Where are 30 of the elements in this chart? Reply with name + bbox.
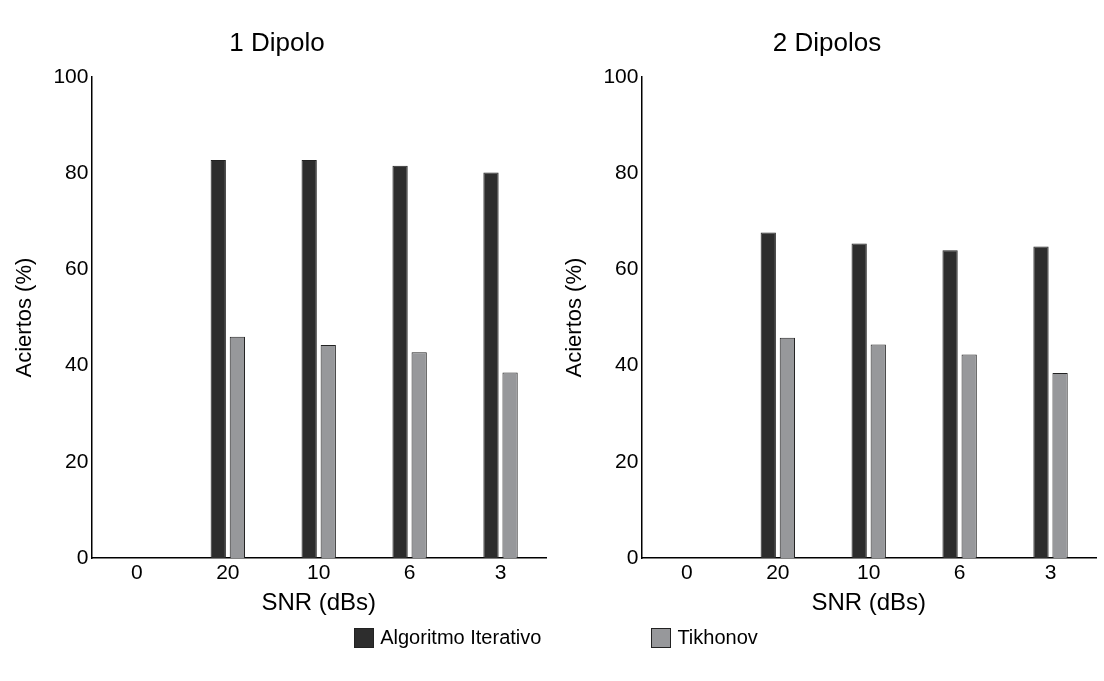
- y-tick-label: 40: [615, 352, 639, 376]
- x-tick-label: 10: [307, 560, 331, 584]
- y-tick-label: 100: [53, 64, 89, 87]
- x-axis-title: SNR (dBs): [261, 588, 377, 616]
- x-tick-label: 20: [216, 560, 240, 584]
- x-tick-label: 20: [766, 560, 790, 584]
- y-tick-label: 100: [603, 64, 639, 87]
- y-tick-label: 0: [626, 544, 639, 568]
- y-tick-label: 0: [76, 544, 89, 568]
- y-tick-label: 20: [65, 448, 89, 472]
- y-axis-title: Aciertos (%): [11, 257, 37, 378]
- y-tick-label: 80: [65, 160, 89, 184]
- x-tick-label: 0: [131, 560, 143, 584]
- x-tick-label: 3: [1044, 560, 1057, 584]
- x-tick-label: 10: [857, 560, 881, 584]
- x-axis-title: SNR (dBs): [811, 588, 927, 616]
- x-tick-label: 0: [681, 560, 693, 584]
- legend-label: Algoritmo Iterativo: [380, 626, 542, 649]
- y-tick-label: 60: [615, 256, 639, 280]
- chart-title: 2 Dipolos: [772, 26, 882, 57]
- y-tick-label: 80: [615, 160, 639, 184]
- y-tick-label: 40: [65, 352, 89, 376]
- x-tick-label: 6: [953, 560, 966, 584]
- x-tick-label: 6: [403, 560, 416, 584]
- chart-title: 1 Dipolo: [229, 26, 325, 57]
- y-tick-label: 20: [615, 448, 639, 472]
- y-axis-title: Aciertos (%): [561, 257, 587, 378]
- x-tick-label: 3: [494, 560, 507, 584]
- legend-label: Tikhonov: [677, 626, 758, 649]
- y-tick-label: 60: [65, 256, 89, 280]
